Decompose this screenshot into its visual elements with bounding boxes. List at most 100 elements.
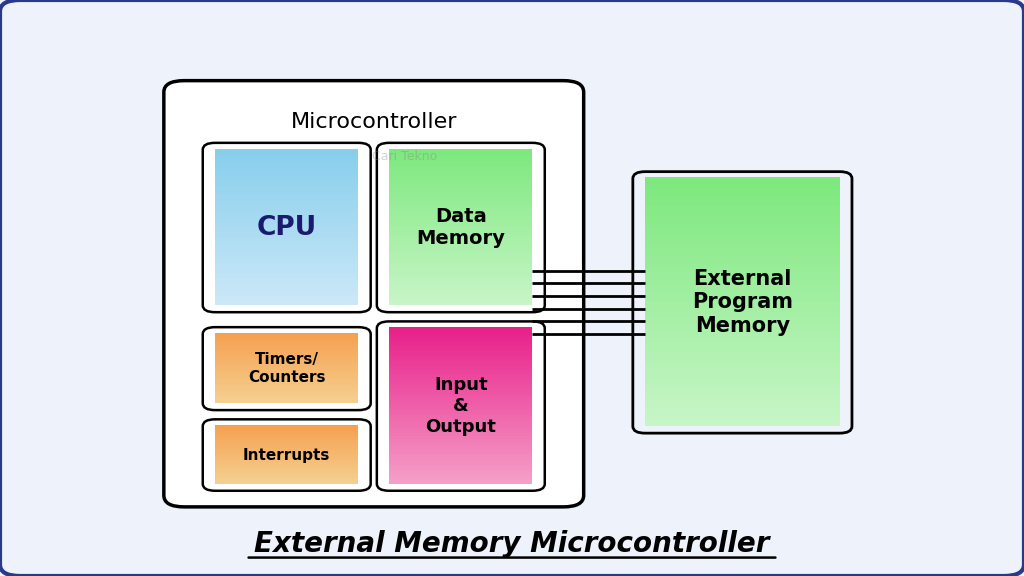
Bar bbox=[645, 396, 840, 401]
Bar bbox=[645, 400, 840, 406]
Bar bbox=[215, 361, 358, 363]
Bar bbox=[215, 380, 358, 382]
Bar bbox=[215, 226, 358, 230]
Bar bbox=[389, 377, 532, 380]
Bar bbox=[215, 472, 358, 474]
Bar bbox=[215, 452, 358, 454]
Text: External Memory Microcontroller: External Memory Microcontroller bbox=[254, 530, 770, 558]
Bar bbox=[215, 365, 358, 367]
Bar bbox=[215, 393, 358, 395]
Bar bbox=[215, 373, 358, 376]
Bar bbox=[389, 462, 532, 465]
Bar bbox=[389, 237, 532, 241]
Bar bbox=[389, 350, 532, 354]
Bar bbox=[215, 391, 358, 393]
Text: Timers/
Counters: Timers/ Counters bbox=[248, 353, 326, 385]
Bar bbox=[389, 470, 532, 473]
Bar bbox=[645, 215, 840, 220]
Bar bbox=[215, 221, 358, 225]
Bar bbox=[215, 467, 358, 468]
Bar bbox=[215, 437, 358, 439]
Bar bbox=[389, 177, 532, 181]
Bar bbox=[645, 276, 840, 282]
Bar bbox=[215, 367, 358, 370]
Bar bbox=[389, 369, 532, 373]
Bar bbox=[215, 473, 358, 475]
Bar bbox=[215, 469, 358, 471]
Bar bbox=[389, 195, 532, 199]
Bar bbox=[215, 180, 358, 184]
Bar bbox=[645, 202, 840, 207]
Bar bbox=[215, 209, 358, 212]
Bar bbox=[215, 263, 358, 267]
Bar bbox=[645, 421, 840, 426]
Bar bbox=[215, 357, 358, 359]
Bar bbox=[215, 363, 358, 365]
Bar bbox=[215, 240, 358, 243]
Bar bbox=[215, 193, 358, 196]
Bar bbox=[215, 374, 358, 377]
Bar bbox=[215, 211, 358, 215]
Bar bbox=[645, 256, 840, 261]
Bar bbox=[215, 371, 358, 373]
Bar bbox=[389, 200, 532, 204]
Bar bbox=[645, 190, 840, 195]
Bar bbox=[645, 231, 840, 236]
Text: CPU: CPU bbox=[257, 214, 316, 241]
Bar bbox=[389, 397, 532, 401]
Text: Interrupts: Interrupts bbox=[243, 448, 331, 463]
Bar bbox=[215, 438, 358, 439]
Bar bbox=[215, 433, 358, 435]
Bar bbox=[215, 349, 358, 351]
Bar bbox=[645, 339, 840, 344]
Bar bbox=[215, 198, 358, 202]
Bar bbox=[389, 410, 532, 414]
Bar bbox=[645, 355, 840, 360]
Bar bbox=[215, 427, 358, 429]
Bar bbox=[215, 432, 358, 434]
Bar bbox=[215, 425, 358, 427]
Bar bbox=[389, 379, 532, 382]
Bar bbox=[215, 451, 358, 453]
Bar bbox=[215, 172, 358, 176]
Bar bbox=[215, 289, 358, 293]
Bar bbox=[215, 479, 358, 481]
Bar bbox=[389, 478, 532, 482]
Bar bbox=[215, 342, 358, 344]
Bar bbox=[389, 460, 532, 463]
Bar bbox=[215, 286, 358, 290]
Bar bbox=[215, 470, 358, 472]
Bar bbox=[645, 297, 840, 302]
Bar bbox=[215, 376, 358, 378]
Bar bbox=[215, 283, 358, 287]
Bar bbox=[645, 260, 840, 265]
Bar bbox=[645, 376, 840, 381]
Bar bbox=[389, 149, 532, 152]
Bar bbox=[389, 389, 532, 393]
Bar bbox=[215, 294, 358, 298]
Bar bbox=[645, 268, 840, 274]
Bar bbox=[389, 185, 532, 189]
Bar bbox=[645, 309, 840, 314]
Bar bbox=[645, 235, 840, 241]
Bar bbox=[215, 435, 358, 438]
Bar bbox=[645, 318, 840, 323]
Bar bbox=[645, 248, 840, 253]
Bar bbox=[215, 299, 358, 303]
Bar bbox=[389, 198, 532, 202]
Bar bbox=[215, 482, 358, 484]
Bar bbox=[215, 162, 358, 165]
Bar bbox=[215, 159, 358, 162]
Text: Cari Tekno: Cari Tekno bbox=[372, 150, 437, 163]
Bar bbox=[389, 206, 532, 210]
Bar bbox=[215, 461, 358, 464]
Bar bbox=[215, 245, 358, 248]
Bar bbox=[389, 263, 532, 267]
Text: Input
&
Output: Input & Output bbox=[425, 376, 497, 436]
Bar bbox=[215, 344, 358, 347]
Bar bbox=[215, 219, 358, 222]
Bar bbox=[215, 247, 358, 251]
Bar bbox=[389, 433, 532, 437]
Bar bbox=[389, 361, 532, 365]
Bar bbox=[389, 278, 532, 282]
